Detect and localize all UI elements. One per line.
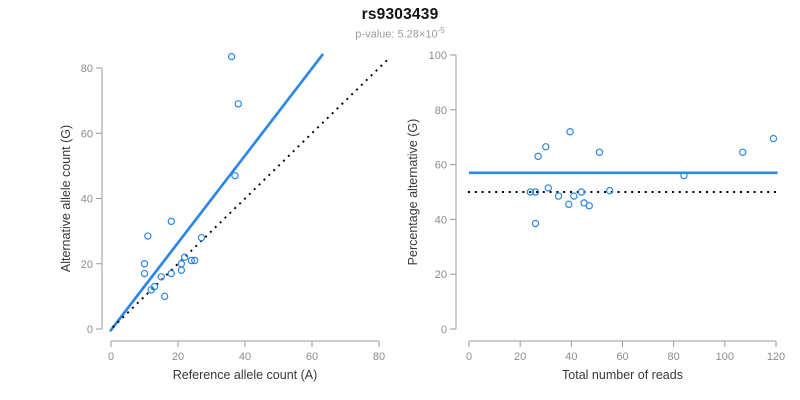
y-tick-label: 20	[81, 259, 93, 271]
data-point	[577, 188, 586, 196]
percentage-scatter: 0 20 40 60 80 100 0 20 40 60 80 100 120 Total number …	[406, 50, 785, 382]
data-points	[526, 128, 778, 228]
data-point	[739, 148, 747, 156]
data-point	[177, 266, 186, 274]
data-point	[769, 134, 778, 143]
x-axis: 0 20 40 60 80	[108, 340, 385, 363]
y-tick-label: 40	[81, 194, 93, 206]
y-axis: 0 20 40 60 80 100	[429, 50, 457, 336]
x-tick-label: 40	[239, 351, 251, 363]
y-tick-label: 60	[81, 128, 93, 140]
y-tick-label: 80	[81, 63, 93, 75]
x-tick-label: 60	[616, 351, 628, 363]
x-tick-label: 0	[466, 351, 472, 363]
data-point	[585, 201, 593, 210]
data-point	[542, 143, 550, 151]
data-point	[177, 260, 186, 268]
y-tick-label: 0	[441, 324, 447, 336]
data-point	[606, 186, 614, 195]
data-point	[595, 148, 604, 156]
x-axis-title: Total number of reads	[562, 368, 683, 382]
y-tick-label: 60	[435, 160, 447, 172]
y-axis-title: Alternative allele count (G)	[59, 125, 73, 272]
x-axis: 0 20 40 60 80 100 120	[466, 340, 785, 363]
y-axis: 0 20 40 60 80	[81, 63, 103, 336]
data-point	[191, 256, 199, 265]
data-point	[544, 184, 553, 192]
data-point	[140, 260, 149, 268]
data-point	[570, 192, 578, 200]
x-tick-label: 60	[306, 351, 318, 363]
fitted-line	[108, 53, 325, 333]
data-point	[197, 233, 206, 242]
x-tick-label: 20	[172, 351, 184, 363]
y-tick-label: 0	[87, 324, 93, 336]
y-tick-label: 80	[435, 105, 447, 117]
x-tick-label: 120	[767, 351, 785, 363]
data-points	[140, 52, 242, 301]
data-point	[180, 253, 189, 261]
x-tick-label: 0	[108, 351, 114, 363]
data-point	[144, 232, 152, 240]
data-point	[167, 269, 175, 278]
identity-line	[112, 57, 390, 329]
x-tick-label: 100	[716, 351, 734, 363]
data-point	[147, 286, 155, 294]
x-tick-label: 40	[565, 351, 577, 363]
data-point	[534, 152, 542, 161]
x-tick-label: 20	[514, 351, 526, 363]
data-point	[526, 188, 535, 196]
y-tick-label: 100	[429, 50, 447, 62]
data-point	[227, 52, 236, 61]
data-point	[167, 217, 175, 226]
data-point	[554, 192, 563, 200]
data-point	[231, 171, 239, 180]
data-point	[140, 269, 149, 278]
data-point	[234, 100, 242, 108]
data-point	[187, 256, 196, 265]
x-tick-label: 80	[373, 351, 385, 363]
allele-count-scatter: 0 20 40 60 80 0 20 40 60 80 Reference allele count…	[59, 52, 390, 382]
data-point	[565, 200, 573, 209]
data-point	[531, 188, 540, 196]
y-axis-title: Percentage alternative (G)	[406, 119, 420, 266]
data-point	[680, 171, 688, 180]
data-point	[160, 292, 169, 301]
data-point	[566, 128, 574, 136]
x-axis-title: Reference allele count (A)	[173, 368, 318, 382]
data-point	[157, 273, 165, 281]
x-tick-label: 80	[668, 351, 680, 363]
data-point	[531, 219, 540, 228]
y-tick-label: 40	[435, 214, 447, 226]
y-tick-label: 20	[435, 269, 447, 281]
